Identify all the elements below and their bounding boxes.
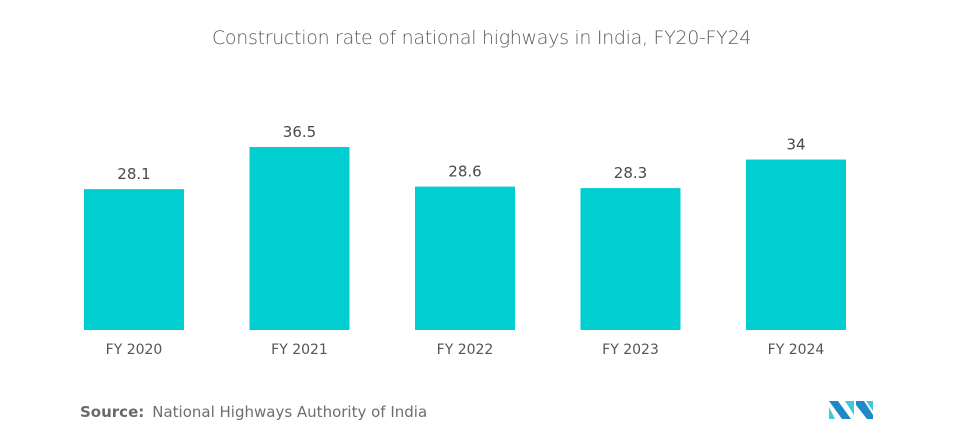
- source-text: National Highways Authority of India: [152, 403, 428, 421]
- x-tick-label: FY 2023: [602, 342, 659, 358]
- value-label: 28.3: [614, 164, 647, 182]
- bar-fy-2023: [580, 188, 681, 330]
- source-note: Source: National Highways Authority of In…: [80, 403, 427, 421]
- mordor-intelligence-logo-icon: [829, 401, 873, 419]
- x-tick-label: FY 2024: [768, 342, 825, 358]
- value-label: 28.1: [117, 165, 150, 183]
- x-tick-label: FY 2022: [437, 342, 494, 358]
- value-label: 28.6: [448, 163, 481, 181]
- value-label: 36.5: [283, 123, 316, 141]
- bar-fy-2020: [84, 189, 184, 330]
- bar-fy-2021: [249, 147, 350, 330]
- chart-title: Construction rate of national highways i…: [211, 27, 752, 49]
- bar-fy-2024: [746, 159, 846, 330]
- x-tick-label: FY 2021: [271, 342, 328, 358]
- value-label: 34: [786, 136, 805, 154]
- bar-fy-2022: [415, 186, 515, 330]
- x-tick-label: FY 2020: [106, 342, 163, 358]
- x-tick-labels-group: FY 2020 FY 2021 FY 2022 FY 2023 FY 2024: [106, 342, 825, 358]
- source-label: Source:: [80, 403, 145, 421]
- bars-group: [84, 147, 846, 330]
- value-labels-group: 28.1 36.5 28.6 28.3 34: [117, 123, 805, 183]
